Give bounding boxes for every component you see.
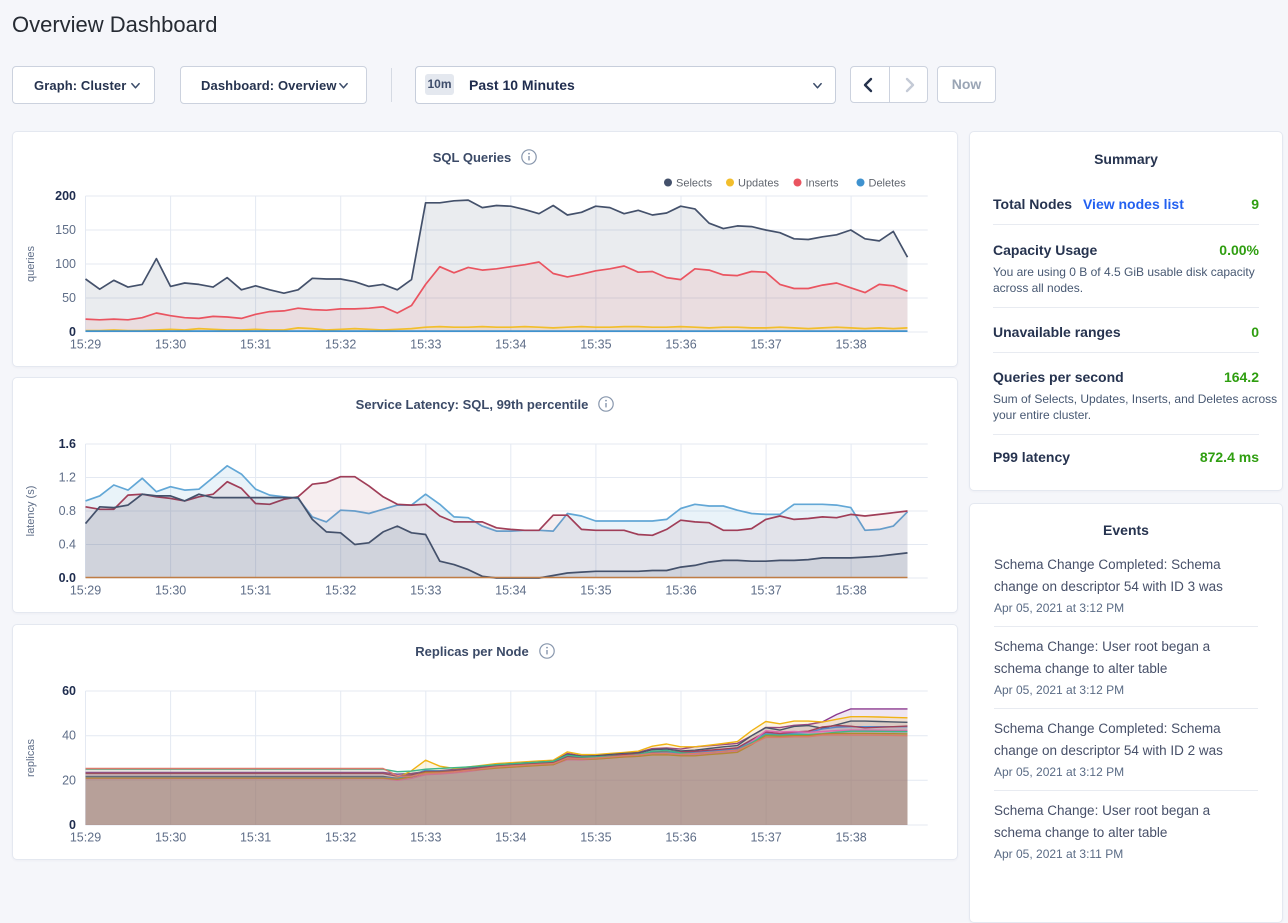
svg-text:15:38: 15:38 xyxy=(835,584,866,598)
svg-text:15:32: 15:32 xyxy=(325,584,356,598)
svg-text:15:31: 15:31 xyxy=(240,584,271,598)
svg-text:0.8: 0.8 xyxy=(59,504,76,518)
svg-text:15:30: 15:30 xyxy=(155,584,186,598)
svg-text:15:31: 15:31 xyxy=(240,831,271,845)
svg-text:15:37: 15:37 xyxy=(750,831,781,845)
svg-text:15:33: 15:33 xyxy=(410,831,441,845)
svg-text:15:37: 15:37 xyxy=(750,338,781,352)
svg-text:60: 60 xyxy=(62,684,76,698)
svg-text:15:34: 15:34 xyxy=(495,338,526,352)
svg-text:Updates: Updates xyxy=(738,178,779,190)
svg-text:15:35: 15:35 xyxy=(580,338,611,352)
svg-text:20: 20 xyxy=(62,773,76,787)
svg-text:15:30: 15:30 xyxy=(155,831,186,845)
svg-text:15:29: 15:29 xyxy=(70,584,101,598)
svg-text:queries: queries xyxy=(25,245,37,282)
svg-text:15:36: 15:36 xyxy=(665,338,696,352)
svg-text:15:34: 15:34 xyxy=(495,584,526,598)
svg-text:15:32: 15:32 xyxy=(325,831,356,845)
svg-text:15:37: 15:37 xyxy=(750,584,781,598)
svg-text:15:31: 15:31 xyxy=(240,338,271,352)
svg-text:15:29: 15:29 xyxy=(70,831,101,845)
svg-text:15:35: 15:35 xyxy=(580,584,611,598)
svg-text:150: 150 xyxy=(55,223,76,237)
svg-text:200: 200 xyxy=(55,189,76,203)
svg-text:15:36: 15:36 xyxy=(665,831,696,845)
svg-text:1.6: 1.6 xyxy=(59,437,76,451)
svg-text:50: 50 xyxy=(62,291,76,305)
svg-text:15:38: 15:38 xyxy=(835,831,866,845)
svg-text:replicas: replicas xyxy=(25,739,37,777)
svg-text:15:33: 15:33 xyxy=(410,338,441,352)
svg-text:latency (s): latency (s) xyxy=(25,486,37,537)
svg-text:0.4: 0.4 xyxy=(59,538,76,552)
svg-text:15:32: 15:32 xyxy=(325,338,356,352)
svg-text:Inserts: Inserts xyxy=(806,178,840,190)
svg-text:1.2: 1.2 xyxy=(59,471,76,485)
svg-text:0.0: 0.0 xyxy=(59,571,76,585)
svg-text:Deletes: Deletes xyxy=(869,178,907,190)
svg-text:15:29: 15:29 xyxy=(70,338,101,352)
svg-text:0: 0 xyxy=(69,818,76,832)
svg-text:15:38: 15:38 xyxy=(835,338,866,352)
svg-text:Selects: Selects xyxy=(676,178,713,190)
svg-text:100: 100 xyxy=(55,257,76,271)
svg-text:15:35: 15:35 xyxy=(580,831,611,845)
svg-text:15:36: 15:36 xyxy=(665,584,696,598)
svg-text:0: 0 xyxy=(69,325,76,339)
svg-text:15:34: 15:34 xyxy=(495,831,526,845)
svg-text:40: 40 xyxy=(62,729,76,743)
svg-text:15:30: 15:30 xyxy=(155,338,186,352)
svg-text:15:33: 15:33 xyxy=(410,584,441,598)
